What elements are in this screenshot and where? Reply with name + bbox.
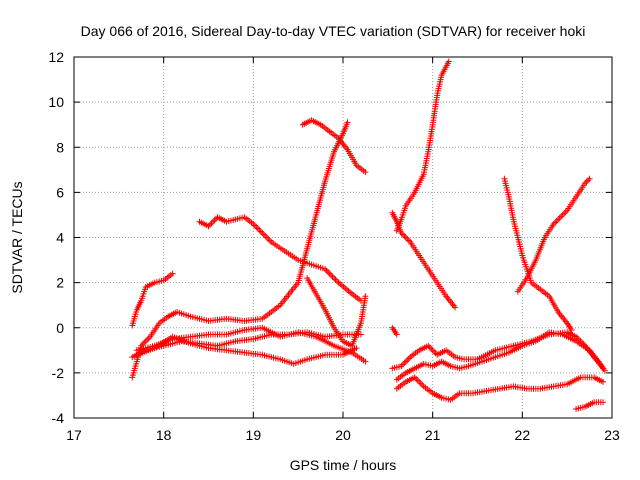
series-s14 xyxy=(393,374,606,403)
y-tick-label: 12 xyxy=(48,49,64,65)
y-tick-label: 0 xyxy=(56,320,64,336)
series-s7 xyxy=(299,117,369,176)
series-markers xyxy=(389,209,459,311)
x-tick-label: 17 xyxy=(66,427,82,443)
grid xyxy=(74,57,612,418)
x-tick-label: 22 xyxy=(515,427,531,443)
y-axis-label: SDTVAR / TECUs xyxy=(9,181,25,293)
series-markers xyxy=(196,214,364,304)
chart-title: Day 066 of 2016, Sidereal Day-to-day VTE… xyxy=(81,23,586,39)
y-tick-label: 4 xyxy=(56,230,64,246)
series-s1 xyxy=(129,270,176,329)
series-s8 xyxy=(304,275,369,349)
series-markers xyxy=(133,333,360,367)
series-s13 xyxy=(393,329,608,383)
y-tick-label: 6 xyxy=(56,184,64,200)
series-markers xyxy=(573,399,606,412)
plot-frame xyxy=(73,56,613,419)
series-markers xyxy=(129,119,351,381)
data-markers xyxy=(129,58,608,412)
series-markers xyxy=(389,324,400,338)
y-tick-label: 10 xyxy=(48,94,64,110)
series-s2 xyxy=(129,119,351,381)
series-markers xyxy=(299,117,369,176)
x-tick-label: 23 xyxy=(604,427,620,443)
series-markers xyxy=(129,270,176,329)
x-tick-label: 21 xyxy=(425,427,441,443)
series-markers xyxy=(393,374,606,403)
x-tick-label: 19 xyxy=(246,427,262,443)
series-s5 xyxy=(133,333,360,367)
y-tick-label: -2 xyxy=(52,365,65,381)
y-tick-label: 8 xyxy=(56,139,64,155)
series-s17 xyxy=(573,399,606,412)
x-axis-label: GPS time / hours xyxy=(290,457,397,473)
series-s9 xyxy=(389,209,459,311)
series-s11 xyxy=(389,324,400,338)
series-s16 xyxy=(514,175,593,295)
x-tick-label: 20 xyxy=(335,427,351,443)
axis-ticks: 17 18 19 20 21 22 23 -4 -2 0 2 4 6 8 10 12 xyxy=(48,49,620,443)
series-markers xyxy=(514,175,593,295)
y-tick-label: 2 xyxy=(56,275,64,291)
series-s6 xyxy=(196,214,364,304)
series-s10 xyxy=(393,58,452,234)
x-tick-label: 18 xyxy=(156,427,172,443)
series-markers xyxy=(304,275,369,349)
series-markers xyxy=(393,58,452,234)
series-markers xyxy=(393,329,608,383)
y-tick-label: -4 xyxy=(52,410,65,426)
